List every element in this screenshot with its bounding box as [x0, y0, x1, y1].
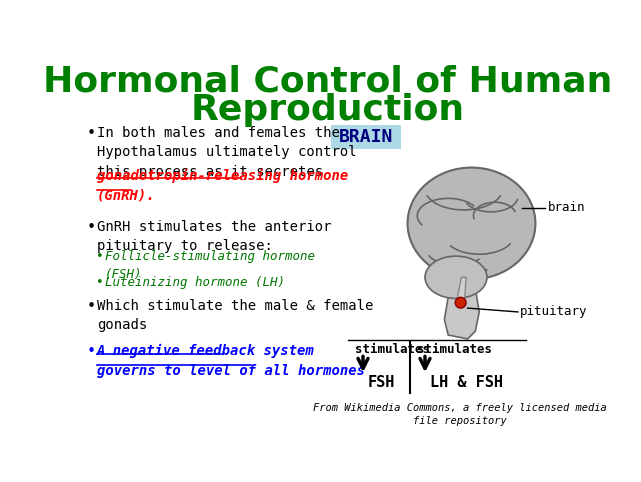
Text: stimulates: stimulates — [355, 343, 430, 356]
Text: LH & FSH: LH & FSH — [429, 375, 503, 390]
Polygon shape — [457, 277, 466, 303]
Text: Hormonal Control of Human: Hormonal Control of Human — [44, 64, 613, 98]
Text: Luteinizing hormone (LH): Luteinizing hormone (LH) — [105, 276, 285, 289]
Text: •: • — [87, 299, 96, 314]
Text: gonadotropin-releasing hormone
(GnRH).: gonadotropin-releasing hormone (GnRH). — [97, 169, 349, 202]
Text: In both males and females the
Hypothalamus ultimately control
this process as it: In both males and females the Hypothalam… — [97, 126, 357, 179]
Ellipse shape — [425, 256, 487, 298]
Text: From Wikimedia Commons, a freely licensed media
file repository: From Wikimedia Commons, a freely license… — [313, 403, 607, 426]
Ellipse shape — [408, 168, 535, 279]
Text: Follicle-stimulating hormone
(FSH): Follicle-stimulating hormone (FSH) — [105, 250, 315, 281]
Polygon shape — [444, 269, 487, 339]
Text: pituitary: pituitary — [520, 306, 588, 319]
Text: •: • — [87, 126, 96, 141]
Text: •: • — [96, 250, 103, 263]
Text: •: • — [87, 219, 96, 235]
Text: brain: brain — [547, 201, 585, 214]
FancyBboxPatch shape — [331, 125, 401, 149]
Text: stimulates: stimulates — [417, 343, 492, 356]
Text: Reproduction: Reproduction — [191, 93, 465, 127]
Text: FSH: FSH — [368, 375, 395, 390]
Text: Which stimulate the male & female
gonads: Which stimulate the male & female gonads — [97, 299, 374, 333]
Text: •: • — [96, 276, 103, 289]
Text: A negative feedback system
governs to level of all hormones: A negative feedback system governs to le… — [97, 344, 365, 378]
Circle shape — [455, 297, 466, 308]
Text: GnRH stimulates the anterior
pituitary to release:: GnRH stimulates the anterior pituitary t… — [97, 219, 331, 253]
Text: BRAIN: BRAIN — [339, 128, 394, 146]
Text: •: • — [87, 344, 96, 359]
